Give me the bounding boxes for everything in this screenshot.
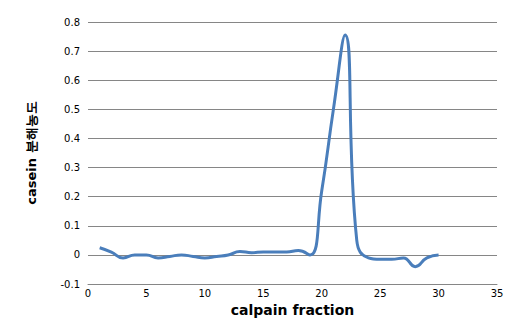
svg-text:0.2: 0.2 [64, 191, 80, 202]
svg-text:15: 15 [257, 288, 270, 299]
svg-text:5: 5 [143, 288, 149, 299]
svg-text:20: 20 [315, 288, 328, 299]
svg-text:35: 35 [491, 288, 504, 299]
svg-text:30: 30 [432, 288, 445, 299]
svg-text:0.4: 0.4 [64, 133, 80, 144]
svg-text:0.1: 0.1 [64, 220, 80, 231]
svg-text:0.3: 0.3 [64, 162, 80, 173]
svg-text:casein 분해농도: casein 분해농도 [24, 101, 39, 204]
svg-text:0.5: 0.5 [64, 104, 80, 115]
svg-text:10: 10 [198, 288, 211, 299]
svg-text:-0.1: -0.1 [60, 279, 80, 290]
svg-text:calpain fraction: calpain fraction [231, 302, 354, 318]
svg-text:0.7: 0.7 [64, 46, 80, 57]
svg-text:25: 25 [374, 288, 387, 299]
svg-text:0: 0 [74, 249, 80, 260]
svg-text:0.8: 0.8 [64, 17, 80, 28]
svg-text:0.6: 0.6 [64, 75, 80, 86]
svg-text:0: 0 [85, 288, 91, 299]
